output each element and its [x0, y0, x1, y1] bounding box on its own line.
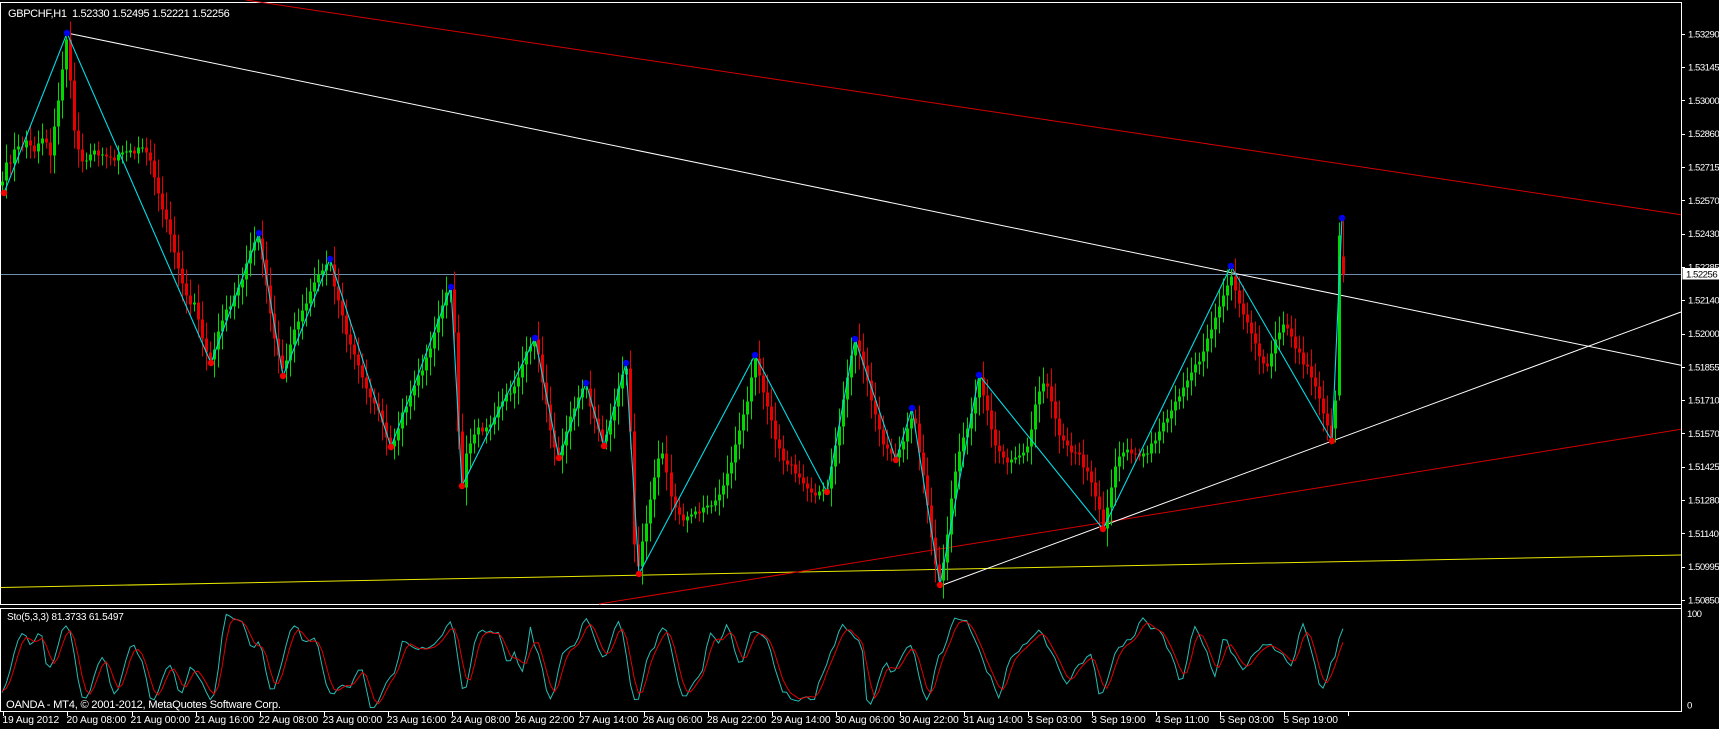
svg-text:1.52140: 1.52140: [1688, 296, 1719, 307]
svg-text:22 Aug 08:00: 22 Aug 08:00: [259, 715, 319, 726]
svg-text:Sto(5,3,3) 81.3733 61.5497: Sto(5,3,3) 81.3733 61.5497: [7, 612, 124, 623]
svg-text:1.51855: 1.51855: [1688, 362, 1719, 373]
svg-text:1.53145: 1.53145: [1688, 63, 1719, 74]
svg-text:30 Aug 22:00: 30 Aug 22:00: [899, 715, 959, 726]
svg-text:0: 0: [1687, 701, 1692, 712]
svg-text:OANDA - MT4, © 2001-2012, Meta: OANDA - MT4, © 2001-2012, MetaQuotes Sof…: [6, 699, 281, 711]
svg-text:27 Aug 14:00: 27 Aug 14:00: [579, 715, 639, 726]
svg-text:GBPCHF,H1 1.52330 1.52495 1.5: GBPCHF,H1 1.52330 1.52495 1.52221 1.5225…: [8, 8, 230, 20]
svg-text:1.52570: 1.52570: [1688, 196, 1719, 207]
svg-text:3 Sep 03:00: 3 Sep 03:00: [1027, 715, 1082, 726]
svg-text:1.52256: 1.52256: [1686, 270, 1717, 281]
svg-text:20 Aug 08:00: 20 Aug 08:00: [67, 715, 127, 726]
svg-text:1.50995: 1.50995: [1688, 562, 1719, 573]
svg-text:5 Sep 03:00: 5 Sep 03:00: [1219, 715, 1274, 726]
svg-text:1.52000: 1.52000: [1688, 329, 1719, 340]
svg-text:23 Aug 00:00: 23 Aug 00:00: [323, 715, 383, 726]
svg-text:1.52430: 1.52430: [1688, 229, 1719, 240]
svg-text:4 Sep 11:00: 4 Sep 11:00: [1155, 715, 1209, 726]
svg-text:100: 100: [1687, 609, 1702, 620]
svg-text:5 Sep 19:00: 5 Sep 19:00: [1283, 715, 1338, 726]
svg-text:1.51425: 1.51425: [1688, 462, 1719, 473]
svg-text:19 Aug 2012: 19 Aug 2012: [2, 715, 59, 726]
svg-text:28 Aug 22:00: 28 Aug 22:00: [707, 715, 767, 726]
svg-text:28 Aug 06:00: 28 Aug 06:00: [643, 715, 703, 726]
svg-text:1.51710: 1.51710: [1688, 396, 1719, 407]
svg-text:29 Aug 14:00: 29 Aug 14:00: [771, 715, 831, 726]
svg-text:30 Aug 06:00: 30 Aug 06:00: [835, 715, 895, 726]
svg-text:1.51140: 1.51140: [1688, 529, 1719, 540]
svg-text:1.53290: 1.53290: [1688, 29, 1719, 40]
svg-text:31 Aug 14:00: 31 Aug 14:00: [963, 715, 1023, 726]
svg-text:21 Aug 16:00: 21 Aug 16:00: [195, 715, 255, 726]
svg-text:3 Sep 19:00: 3 Sep 19:00: [1091, 715, 1146, 726]
svg-text:1.52285: 1.52285: [1688, 262, 1719, 273]
svg-text:24 Aug 08:00: 24 Aug 08:00: [451, 715, 511, 726]
svg-text:1.50850: 1.50850: [1688, 595, 1719, 606]
svg-text:1.51280: 1.51280: [1688, 496, 1719, 507]
svg-text:1.52715: 1.52715: [1688, 163, 1719, 174]
svg-text:23 Aug 16:00: 23 Aug 16:00: [387, 715, 447, 726]
svg-text:1.53000: 1.53000: [1688, 96, 1719, 107]
svg-text:1.51570: 1.51570: [1688, 429, 1719, 440]
svg-text:26 Aug 22:00: 26 Aug 22:00: [515, 715, 575, 726]
svg-text:21 Aug 00:00: 21 Aug 00:00: [131, 715, 191, 726]
svg-text:1.52860: 1.52860: [1688, 129, 1719, 140]
